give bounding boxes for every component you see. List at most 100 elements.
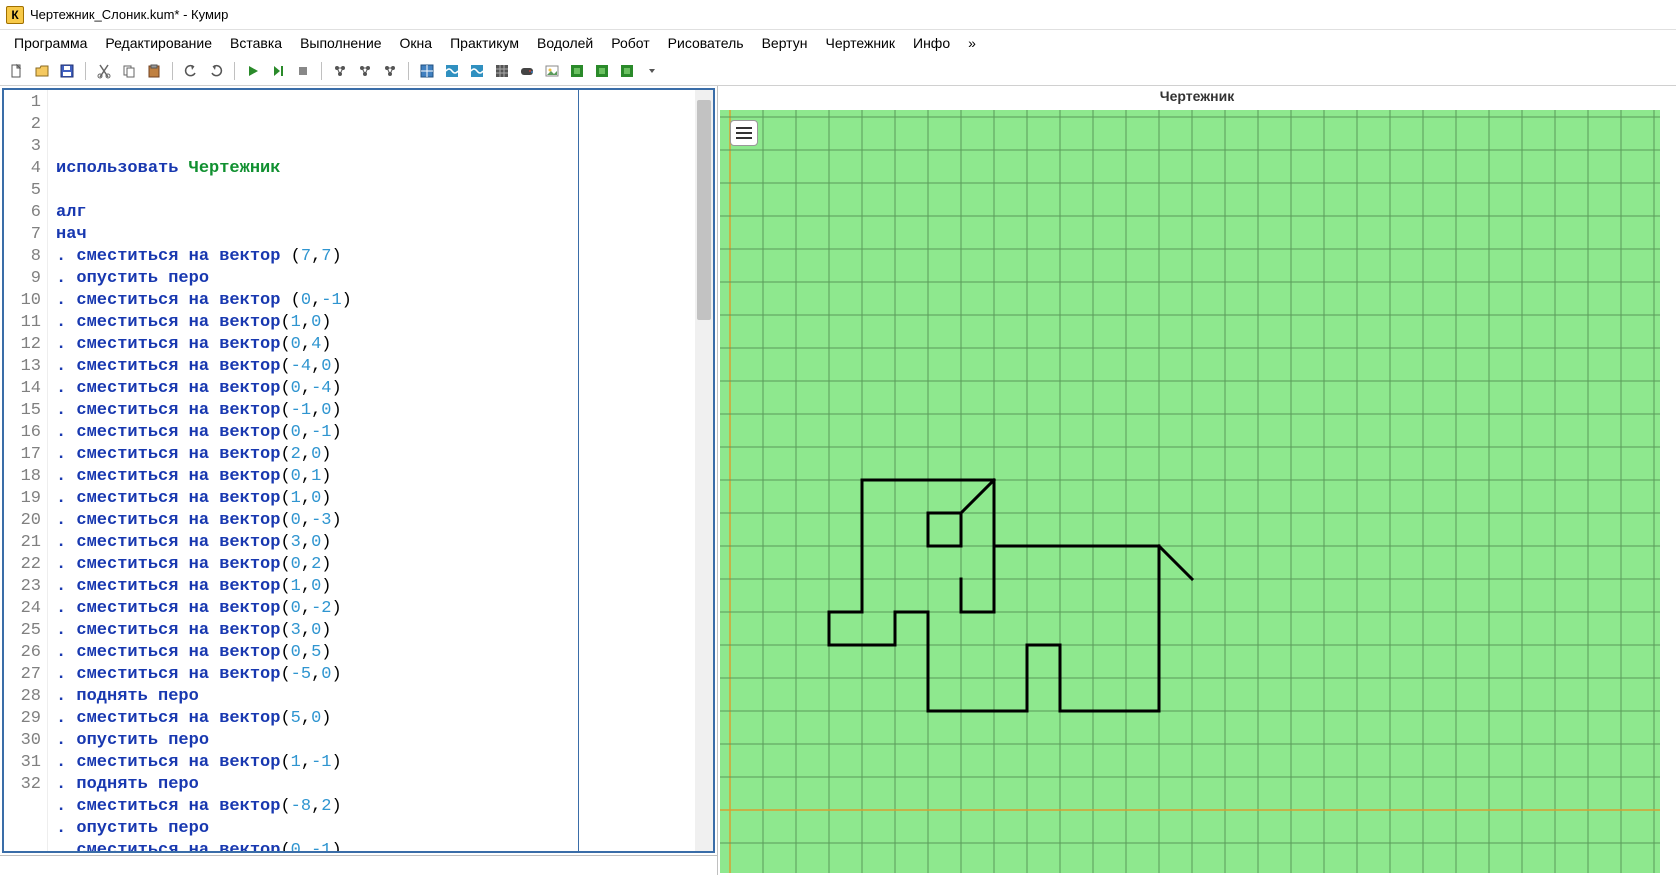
code-line[interactable]: . сместиться на вектор(-8,2) — [56, 796, 695, 818]
line-number: 10 — [4, 290, 47, 312]
line-number: 8 — [4, 246, 47, 268]
code-line[interactable]: . сместиться на вектор(0,-2) — [56, 598, 695, 620]
line-number: 24 — [4, 598, 47, 620]
code-line[interactable]: использовать Чертежник — [56, 158, 695, 180]
code-line[interactable]: . поднять перо — [56, 686, 695, 708]
new-file-icon[interactable] — [6, 60, 28, 82]
line-number: 30 — [4, 730, 47, 752]
toolbar-more[interactable] — [641, 60, 663, 82]
menu-item-2[interactable]: Вставка — [222, 32, 290, 54]
line-number: 16 — [4, 422, 47, 444]
menu-item-6[interactable]: Водолей — [529, 32, 601, 54]
code-line[interactable] — [56, 180, 695, 202]
code-area[interactable]: использовать Чертежникалгнач. сместиться… — [48, 90, 695, 851]
code-line[interactable]: . поднять перо — [56, 774, 695, 796]
menu-item-11[interactable]: Инфо — [905, 32, 958, 54]
tool-wave2-icon[interactable] — [466, 60, 488, 82]
code-line[interactable]: . сместиться на вектор (0,-1) — [56, 290, 695, 312]
code-line[interactable]: . сместиться на вектор(0,-1) — [56, 422, 695, 444]
editor-pane: 1234567891011121314151617181920212223242… — [0, 86, 718, 875]
tool-game-icon[interactable] — [516, 60, 538, 82]
menu-item-1[interactable]: Редактирование — [97, 32, 220, 54]
menu-item-7[interactable]: Робот — [603, 32, 657, 54]
line-number: 32 — [4, 774, 47, 796]
menu-item-10[interactable]: Чертежник — [817, 32, 903, 54]
code-line[interactable]: . опустить перо — [56, 818, 695, 840]
code-line[interactable]: . сместиться на вектор(0,4) — [56, 334, 695, 356]
tool-box1-icon[interactable] — [416, 60, 438, 82]
code-line[interactable]: . сместиться на вектор(-4,0) — [56, 356, 695, 378]
line-number: 1 — [4, 92, 47, 114]
line-number: 18 — [4, 466, 47, 488]
line-number: 5 — [4, 180, 47, 202]
line-number: 27 — [4, 664, 47, 686]
hamburger-icon[interactable] — [730, 120, 758, 146]
menu-item-9[interactable]: Вертун — [754, 32, 816, 54]
menu-item-5[interactable]: Практикум — [442, 32, 527, 54]
run-icon[interactable] — [242, 60, 264, 82]
menu-item-4[interactable]: Окна — [392, 32, 441, 54]
code-line[interactable]: нач — [56, 224, 695, 246]
code-line[interactable]: . сместиться на вектор(1,0) — [56, 576, 695, 598]
module2-icon[interactable] — [354, 60, 376, 82]
cut-icon[interactable] — [93, 60, 115, 82]
step-icon[interactable] — [267, 60, 289, 82]
module1-icon[interactable] — [329, 60, 351, 82]
code-line[interactable]: . сместиться на вектор(0,-4) — [56, 378, 695, 400]
module3-icon[interactable] — [379, 60, 401, 82]
tool-wave-icon[interactable] — [441, 60, 463, 82]
open-file-icon[interactable] — [31, 60, 53, 82]
tool-grid-icon[interactable] — [491, 60, 513, 82]
save-file-icon[interactable] — [56, 60, 78, 82]
vertical-scrollbar[interactable] — [695, 90, 713, 851]
stop-icon[interactable] — [292, 60, 314, 82]
drawing-canvas — [720, 110, 1660, 873]
line-number: 28 — [4, 686, 47, 708]
line-number: 23 — [4, 576, 47, 598]
code-line[interactable]: . сместиться на вектор(1,0) — [56, 488, 695, 510]
code-line[interactable]: . сместиться на вектор(0,-1) — [56, 840, 695, 853]
undo-icon[interactable] — [180, 60, 202, 82]
code-editor[interactable]: 1234567891011121314151617181920212223242… — [2, 88, 715, 853]
menu-item-0[interactable]: Программа — [6, 32, 95, 54]
code-line[interactable]: . сместиться на вектор(0,1) — [56, 466, 695, 488]
copy-icon[interactable] — [118, 60, 140, 82]
app-icon: К — [6, 6, 24, 24]
menu-item-12[interactable]: » — [960, 32, 984, 54]
code-line[interactable]: . сместиться на вектор(3,0) — [56, 620, 695, 642]
line-number: 26 — [4, 642, 47, 664]
line-number: 6 — [4, 202, 47, 224]
line-number: 20 — [4, 510, 47, 532]
code-line[interactable]: . сместиться на вектор(5,0) — [56, 708, 695, 730]
code-line[interactable]: . сместиться на вектор(3,0) — [56, 532, 695, 554]
code-line[interactable]: . опустить перо — [56, 268, 695, 290]
toolbar-separator — [234, 62, 235, 80]
code-line[interactable]: . сместиться на вектор(0,5) — [56, 642, 695, 664]
code-line[interactable]: . сместиться на вектор (7,7) — [56, 246, 695, 268]
code-line[interactable]: . сместиться на вектор(0,-3) — [56, 510, 695, 532]
redo-icon[interactable] — [205, 60, 227, 82]
code-line[interactable]: . сместиться на вектор(0,2) — [56, 554, 695, 576]
tool-green3-icon[interactable] — [616, 60, 638, 82]
line-number-gutter: 1234567891011121314151617181920212223242… — [4, 90, 48, 851]
code-line[interactable]: . сместиться на вектор(1,0) — [56, 312, 695, 334]
tool-pic-icon[interactable] — [541, 60, 563, 82]
menu-item-3[interactable]: Выполнение — [292, 32, 389, 54]
tool-green1-icon[interactable] — [566, 60, 588, 82]
line-number: 14 — [4, 378, 47, 400]
code-line[interactable]: . сместиться на вектор(1,-1) — [56, 752, 695, 774]
code-line[interactable]: . опустить перо — [56, 730, 695, 752]
menu-item-8[interactable]: Рисователь — [660, 32, 752, 54]
canvas-title: Чертежник — [718, 86, 1676, 108]
tool-green2-icon[interactable] — [591, 60, 613, 82]
code-line[interactable]: . сместиться на вектор(-1,0) — [56, 400, 695, 422]
scrollbar-thumb[interactable] — [697, 100, 711, 320]
line-number: 11 — [4, 312, 47, 334]
paste-icon[interactable] — [143, 60, 165, 82]
line-number: 19 — [4, 488, 47, 510]
code-line[interactable]: алг — [56, 202, 695, 224]
line-number: 17 — [4, 444, 47, 466]
code-line[interactable]: . сместиться на вектор(2,0) — [56, 444, 695, 466]
code-line[interactable]: . сместиться на вектор(-5,0) — [56, 664, 695, 686]
canvas-area[interactable] — [720, 110, 1674, 873]
